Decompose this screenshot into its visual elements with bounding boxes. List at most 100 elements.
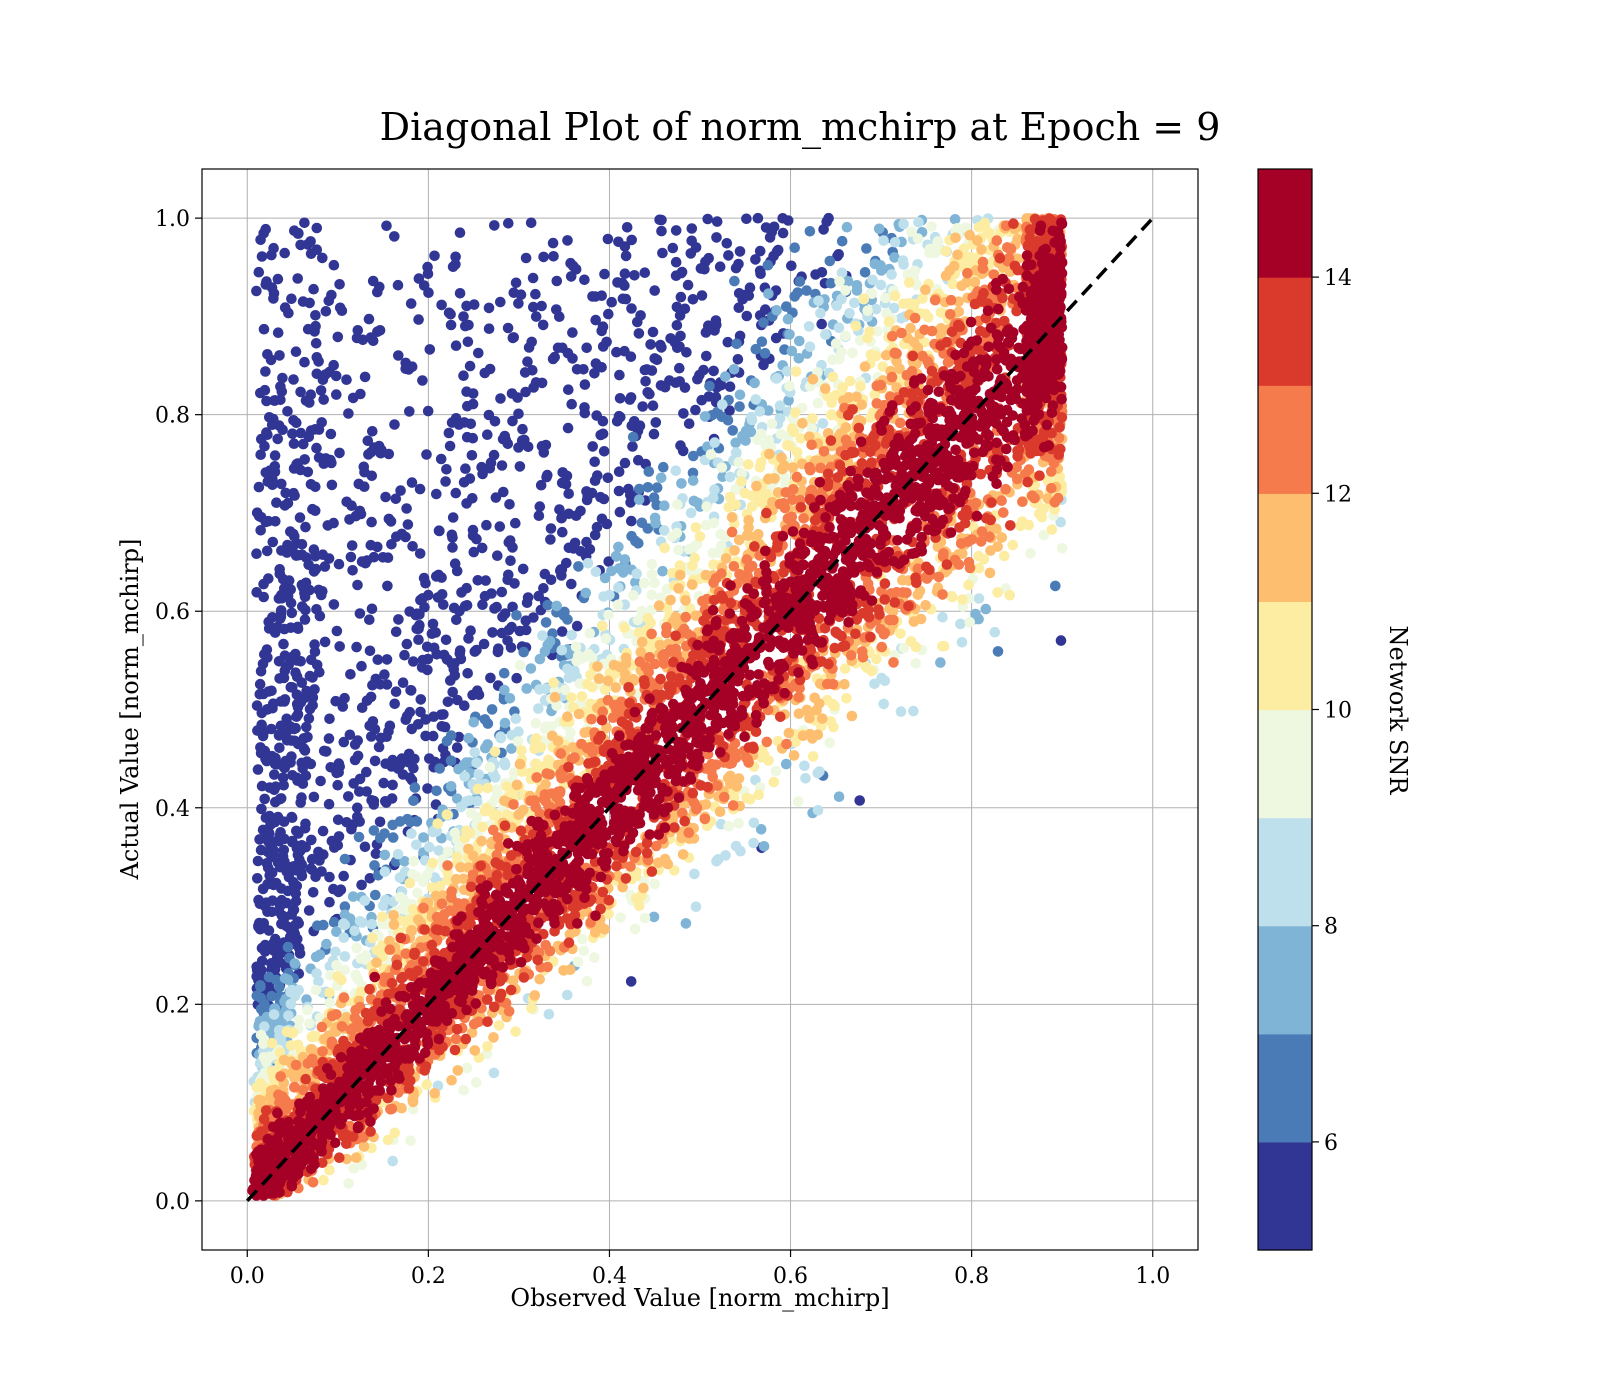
- data-point: [261, 395, 272, 407]
- data-point: [420, 730, 431, 742]
- data-point: [370, 889, 381, 901]
- data-point: [670, 465, 682, 477]
- data-point: [621, 563, 632, 575]
- data-point: [962, 267, 973, 279]
- data-point: [572, 956, 584, 968]
- data-point: [646, 628, 657, 640]
- data-point: [638, 882, 649, 894]
- data-point: [563, 488, 574, 500]
- data-point: [263, 925, 275, 936]
- data-point: [935, 657, 946, 668]
- data-point: [737, 293, 748, 305]
- data-point: [596, 513, 608, 525]
- data-point: [521, 683, 532, 694]
- data-point: [332, 839, 344, 851]
- data-point: [386, 539, 397, 550]
- data-point: [293, 1014, 305, 1026]
- data-point: [584, 628, 596, 639]
- data-point: [401, 710, 413, 722]
- data-point: [563, 384, 574, 396]
- data-point: [251, 700, 263, 711]
- data-point: [691, 803, 702, 815]
- data-point: [723, 501, 734, 513]
- data-point: [295, 239, 306, 251]
- data-point: [338, 918, 349, 929]
- data-point: [319, 636, 331, 648]
- data-point: [807, 374, 819, 385]
- data-point: [690, 522, 702, 533]
- data-point: [440, 634, 452, 646]
- data-point: [635, 310, 646, 321]
- data-point: [445, 319, 457, 331]
- data-point: [647, 400, 659, 412]
- data-point: [571, 655, 582, 667]
- data-point: [551, 600, 562, 612]
- data-point: [841, 221, 853, 233]
- data-point: [382, 580, 393, 592]
- data-point: [373, 741, 385, 753]
- data-point: [813, 698, 825, 709]
- data-point: [427, 857, 439, 869]
- data-point: [555, 748, 567, 759]
- data-point: [405, 685, 417, 696]
- data-point: [878, 698, 889, 710]
- data-point: [700, 327, 712, 338]
- data-point: [646, 589, 657, 601]
- data-point: [279, 912, 291, 923]
- data-point: [759, 348, 771, 359]
- data-point: [478, 638, 490, 650]
- data-point: [1011, 473, 1023, 485]
- data-point: [824, 255, 836, 267]
- data-point: [390, 626, 402, 638]
- data-point: [781, 738, 792, 750]
- data-point: [263, 573, 274, 584]
- data-point: [520, 386, 531, 398]
- data-point: [650, 840, 662, 852]
- data-point: [797, 730, 809, 742]
- data-point: [461, 1062, 473, 1074]
- data-point: [299, 614, 311, 625]
- data-point: [528, 382, 539, 393]
- data-point: [571, 620, 583, 632]
- data-point: [587, 291, 598, 302]
- data-point: [575, 546, 586, 557]
- data-point: [399, 753, 411, 764]
- data-point: [850, 320, 862, 332]
- data-point: [979, 220, 990, 232]
- data-point: [281, 920, 292, 932]
- data-point: [292, 273, 304, 284]
- data-point: [534, 684, 545, 695]
- data-point: [285, 681, 297, 693]
- data-point: [450, 251, 461, 263]
- data-point: [449, 558, 461, 569]
- data-point: [288, 374, 299, 385]
- data-point: [387, 779, 398, 791]
- data-point: [365, 691, 377, 703]
- data-point: [282, 941, 294, 953]
- data-point: [309, 505, 321, 516]
- data-point: [353, 831, 365, 843]
- data-point: [582, 490, 593, 502]
- data-point: [739, 487, 751, 499]
- data-point: [371, 957, 382, 968]
- data-point: [599, 924, 610, 935]
- data-point: [687, 475, 699, 486]
- data-point: [830, 338, 842, 349]
- data-point: [724, 381, 736, 393]
- data-point: [581, 342, 592, 354]
- data-point: [365, 539, 377, 551]
- data-point: [748, 837, 759, 849]
- data-point: [707, 547, 719, 559]
- data-point: [755, 457, 767, 468]
- data-point: [646, 569, 658, 580]
- data-point: [326, 479, 338, 491]
- data-point: [999, 550, 1010, 562]
- data-point: [972, 235, 983, 246]
- data-point: [414, 548, 426, 559]
- data-point: [334, 302, 346, 314]
- data-point: [418, 280, 430, 291]
- data-point: [728, 561, 740, 572]
- data-point: [434, 525, 445, 537]
- data-point: [392, 848, 404, 860]
- data-point: [488, 1067, 500, 1079]
